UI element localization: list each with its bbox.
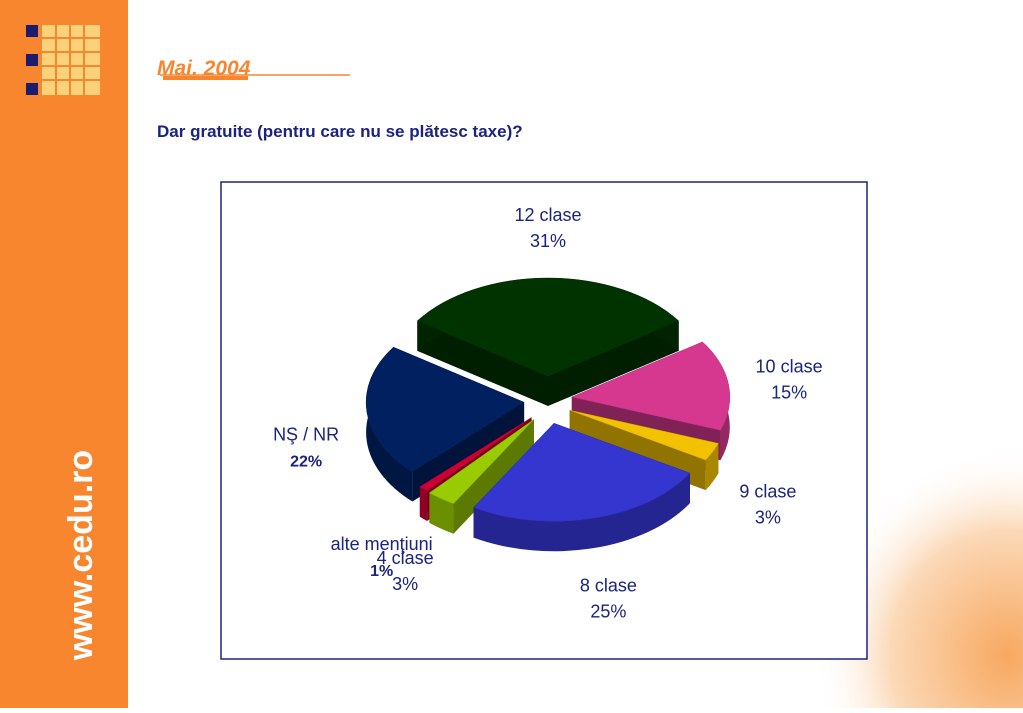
slice	[416, 277, 680, 377]
website: www.cedu.ro	[62, 450, 100, 661]
slice-side	[548, 320, 679, 406]
slice-group	[428, 419, 535, 534]
slice-wall	[705, 443, 719, 491]
slice-group	[569, 409, 719, 491]
slice-wall	[473, 473, 690, 552]
slice	[365, 346, 525, 472]
slice-group	[473, 422, 691, 552]
chart-title: Dar gratuite (pentru care nu se plătesc …	[157, 122, 523, 141]
value-label: 25%	[590, 602, 626, 622]
slice-wall	[429, 492, 454, 534]
value-label: 3%	[755, 508, 781, 528]
slice-label: 9 clase	[739, 482, 796, 502]
slice-side	[417, 320, 548, 406]
slice-group	[365, 346, 525, 502]
slice-label: alte menţiuni	[331, 534, 433, 554]
slice	[419, 417, 532, 492]
value-label: 1%	[370, 563, 393, 580]
value-label: 22%	[290, 453, 322, 470]
slice-label: NŞ / NR	[273, 424, 339, 444]
slice-label: 8 clase	[580, 576, 637, 596]
slice	[569, 409, 719, 461]
slice	[570, 341, 730, 431]
logo	[26, 25, 100, 95]
slice	[428, 419, 535, 505]
chart-frame	[220, 181, 868, 660]
slice-label: 10 clase	[756, 356, 823, 376]
side-bar	[0, 0, 128, 708]
slice-wall	[419, 486, 428, 522]
value-label: 15%	[771, 382, 807, 402]
slice-group	[416, 277, 680, 406]
value-label: 31%	[530, 231, 566, 251]
slice	[473, 422, 691, 522]
value-label: 3%	[392, 574, 418, 594]
slice-label: 4 clase	[377, 548, 434, 568]
slice-label: 12 clase	[514, 205, 581, 225]
date-bar	[163, 76, 248, 80]
